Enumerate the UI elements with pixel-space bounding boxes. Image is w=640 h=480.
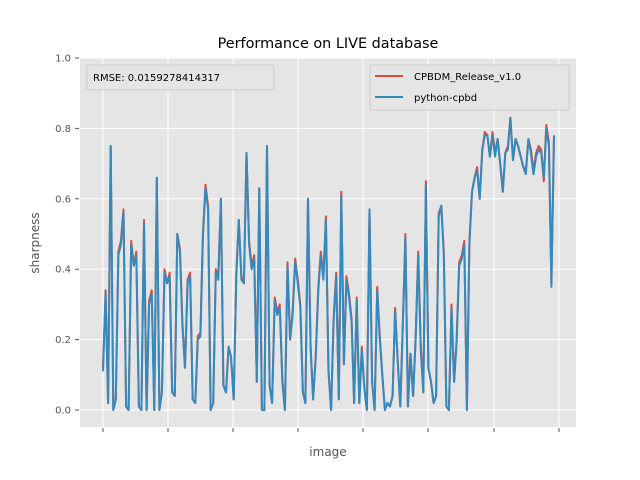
legend-label-python-cpbd: python-cpbd: [414, 93, 477, 104]
legend-label-cpbdm: CPBDM_Release_v1.0: [414, 72, 521, 83]
y-tick-label: 0.6: [55, 194, 71, 205]
y-axis-label: sharpness: [28, 212, 42, 273]
data-series: [102, 116, 555, 411]
chart-title: Performance on LIVE database: [218, 36, 439, 52]
legend: CPBDM_Release_v1.0 python-cpbd: [369, 64, 570, 111]
y-tick-label: 0.8: [55, 124, 71, 135]
x-axis-label: image: [309, 445, 346, 459]
x-axis-ticks: [102, 428, 560, 432]
rmse-annotation-box: RMSE: 0.0159278414317: [86, 64, 275, 91]
y-axis-ticks: 0.0 0.2 0.4 0.6 0.8 1.0: [55, 54, 79, 417]
y-tick-label: 0.4: [55, 265, 71, 276]
y-tick-label: 1.0: [55, 54, 71, 65]
y-tick-label: 0.0: [55, 406, 71, 417]
y-tick-label: 0.2: [55, 335, 71, 346]
rmse-annotation: RMSE: 0.0159278414317: [93, 73, 220, 84]
series-line-python-cpbd: [102, 116, 555, 411]
